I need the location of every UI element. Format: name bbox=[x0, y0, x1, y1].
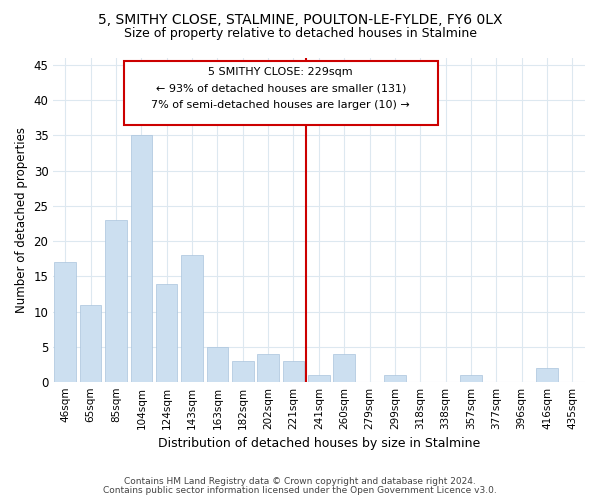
Text: Contains HM Land Registry data © Crown copyright and database right 2024.: Contains HM Land Registry data © Crown c… bbox=[124, 477, 476, 486]
Bar bbox=[536, 368, 558, 382]
Bar bbox=[283, 361, 304, 382]
Text: 5, SMITHY CLOSE, STALMINE, POULTON-LE-FYLDE, FY6 0LX: 5, SMITHY CLOSE, STALMINE, POULTON-LE-FY… bbox=[98, 12, 502, 26]
Bar bbox=[334, 354, 355, 382]
Bar bbox=[308, 376, 329, 382]
Bar bbox=[384, 376, 406, 382]
Text: Size of property relative to detached houses in Stalmine: Size of property relative to detached ho… bbox=[124, 28, 476, 40]
Bar bbox=[257, 354, 279, 382]
FancyBboxPatch shape bbox=[124, 61, 438, 124]
Text: 7% of semi-detached houses are larger (10) →: 7% of semi-detached houses are larger (1… bbox=[151, 100, 410, 110]
Bar bbox=[80, 304, 101, 382]
Bar bbox=[131, 135, 152, 382]
Bar bbox=[55, 262, 76, 382]
Bar bbox=[206, 347, 228, 382]
X-axis label: Distribution of detached houses by size in Stalmine: Distribution of detached houses by size … bbox=[158, 437, 480, 450]
Bar bbox=[460, 376, 482, 382]
Text: ← 93% of detached houses are smaller (131): ← 93% of detached houses are smaller (13… bbox=[155, 84, 406, 94]
Bar bbox=[105, 220, 127, 382]
Bar bbox=[181, 255, 203, 382]
Text: Contains public sector information licensed under the Open Government Licence v3: Contains public sector information licen… bbox=[103, 486, 497, 495]
Bar bbox=[232, 361, 254, 382]
Text: 5 SMITHY CLOSE: 229sqm: 5 SMITHY CLOSE: 229sqm bbox=[208, 68, 353, 78]
Bar bbox=[156, 284, 178, 382]
Y-axis label: Number of detached properties: Number of detached properties bbox=[15, 127, 28, 313]
